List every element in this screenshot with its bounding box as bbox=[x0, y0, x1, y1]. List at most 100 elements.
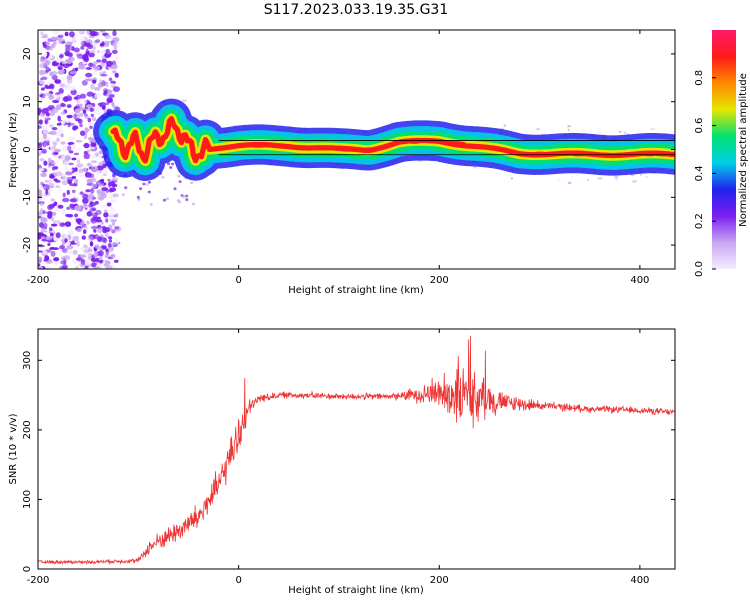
halo-speck bbox=[473, 166, 477, 169]
noise-speckle bbox=[74, 179, 78, 184]
noise-speckle bbox=[40, 87, 45, 91]
noise-speckle bbox=[41, 236, 45, 240]
noise-speckle bbox=[47, 157, 52, 164]
ridge-hotspot bbox=[264, 143, 294, 148]
noise-speckle bbox=[38, 198, 43, 202]
noise-speckle bbox=[89, 154, 96, 159]
noise-speckle bbox=[101, 58, 108, 64]
noise-speckle bbox=[91, 117, 97, 122]
noise-speckle bbox=[84, 259, 92, 266]
noise-speckle bbox=[44, 69, 48, 74]
outlier-speck bbox=[167, 162, 171, 166]
ridge-hotspot bbox=[568, 152, 591, 157]
noise-speckle bbox=[40, 31, 44, 36]
noise-speckle bbox=[53, 166, 58, 170]
noise-speckle bbox=[103, 209, 108, 213]
noise-speckle bbox=[38, 183, 44, 190]
noise-speckle bbox=[91, 207, 97, 212]
noise-speckle bbox=[108, 188, 114, 193]
x-tick-label: 400 bbox=[630, 575, 649, 586]
noise-speckle bbox=[54, 79, 62, 84]
noise-speckle bbox=[70, 242, 77, 245]
colorbar-tick-label: 0.4 bbox=[694, 165, 705, 181]
noise-speckle bbox=[75, 265, 79, 269]
outlier-speck bbox=[147, 180, 152, 184]
noise-speckle bbox=[101, 192, 107, 199]
noise-speckle bbox=[108, 77, 113, 82]
noise-speckle bbox=[71, 189, 76, 194]
halo-speck bbox=[641, 174, 646, 177]
noise-speckle bbox=[65, 47, 71, 52]
noise-speckle bbox=[50, 36, 57, 41]
ridge-hotspot bbox=[614, 152, 646, 157]
spectrogram-y-label: Frequency (Hz) bbox=[8, 112, 19, 188]
noise-speckle bbox=[60, 77, 65, 82]
noise-speckle bbox=[55, 171, 63, 177]
outlier-speck bbox=[169, 166, 173, 169]
noise-speckle bbox=[83, 30, 91, 37]
noise-speckle bbox=[45, 188, 49, 195]
noise-speckle bbox=[95, 219, 103, 223]
noise-speckle bbox=[73, 47, 80, 53]
noise-speckle bbox=[51, 159, 55, 163]
outlier-speck bbox=[190, 181, 194, 185]
noise-speckle bbox=[39, 266, 43, 269]
noise-speckle bbox=[38, 108, 42, 114]
colorbar-label: Normalized spectral amplitude bbox=[738, 73, 749, 227]
noise-speckle bbox=[60, 260, 67, 265]
noise-speckle bbox=[60, 141, 66, 145]
noise-speckle bbox=[57, 115, 61, 122]
page-title: S117.2023.033.19.35.G31 bbox=[264, 2, 449, 18]
outlier-speck bbox=[178, 180, 182, 184]
noise-speckle bbox=[76, 54, 85, 59]
noise-speckle bbox=[58, 69, 66, 73]
noise-speckle bbox=[87, 247, 92, 252]
noise-speckle bbox=[64, 221, 72, 227]
y-tick-label: 200 bbox=[22, 420, 33, 439]
noise-speckle bbox=[40, 172, 47, 178]
ridge-hotspot bbox=[512, 151, 527, 156]
y-tick-label: 0 bbox=[22, 146, 33, 152]
noise-speckle bbox=[47, 243, 51, 246]
noise-speckle bbox=[93, 246, 97, 252]
outlier-speck bbox=[177, 174, 181, 178]
colorbar: 0.0 0.2 0.4 0.6 0.8 Normalized spectral ampl… bbox=[694, 30, 749, 277]
noise-speckle bbox=[77, 118, 83, 125]
noise-speckle bbox=[80, 46, 85, 50]
halo-speck bbox=[619, 131, 625, 134]
noise-speckle bbox=[75, 218, 82, 224]
outlier-speck bbox=[185, 198, 189, 202]
noise-speckle bbox=[93, 65, 101, 71]
noise-speckle bbox=[72, 125, 77, 131]
noise-speckle bbox=[87, 117, 92, 123]
noise-speckle bbox=[68, 41, 73, 46]
noise-speckle bbox=[114, 72, 119, 78]
noise-speckle bbox=[48, 55, 53, 59]
noise-speckle bbox=[84, 265, 89, 269]
halo-speck bbox=[632, 180, 637, 183]
halo-speck bbox=[166, 164, 169, 167]
noise-speckle bbox=[106, 97, 113, 103]
ridge-hotspot bbox=[335, 147, 363, 152]
noise-speckle bbox=[66, 206, 71, 210]
noise-speckle bbox=[72, 249, 78, 255]
noise-speckle bbox=[51, 150, 56, 157]
noise-speckle bbox=[102, 173, 107, 177]
noise-speckle bbox=[80, 191, 84, 195]
spectrogram-x-label: Height of straight line (km) bbox=[288, 285, 424, 296]
noise-speckle bbox=[92, 142, 97, 147]
colorbar-tick-label: 0.8 bbox=[694, 70, 705, 86]
noise-speckle bbox=[87, 255, 92, 261]
noise-speckle bbox=[111, 60, 117, 66]
noise-speckle bbox=[38, 192, 43, 197]
noise-speckle bbox=[108, 239, 113, 243]
noise-speckle bbox=[73, 171, 80, 176]
noise-speckle bbox=[42, 129, 50, 135]
noise-speckle bbox=[76, 98, 82, 105]
noise-speckle bbox=[109, 197, 117, 204]
noise-speckle bbox=[39, 202, 45, 207]
noise-speckle bbox=[84, 42, 91, 47]
noise-speckle bbox=[69, 71, 77, 75]
noise-speckle bbox=[81, 80, 88, 86]
